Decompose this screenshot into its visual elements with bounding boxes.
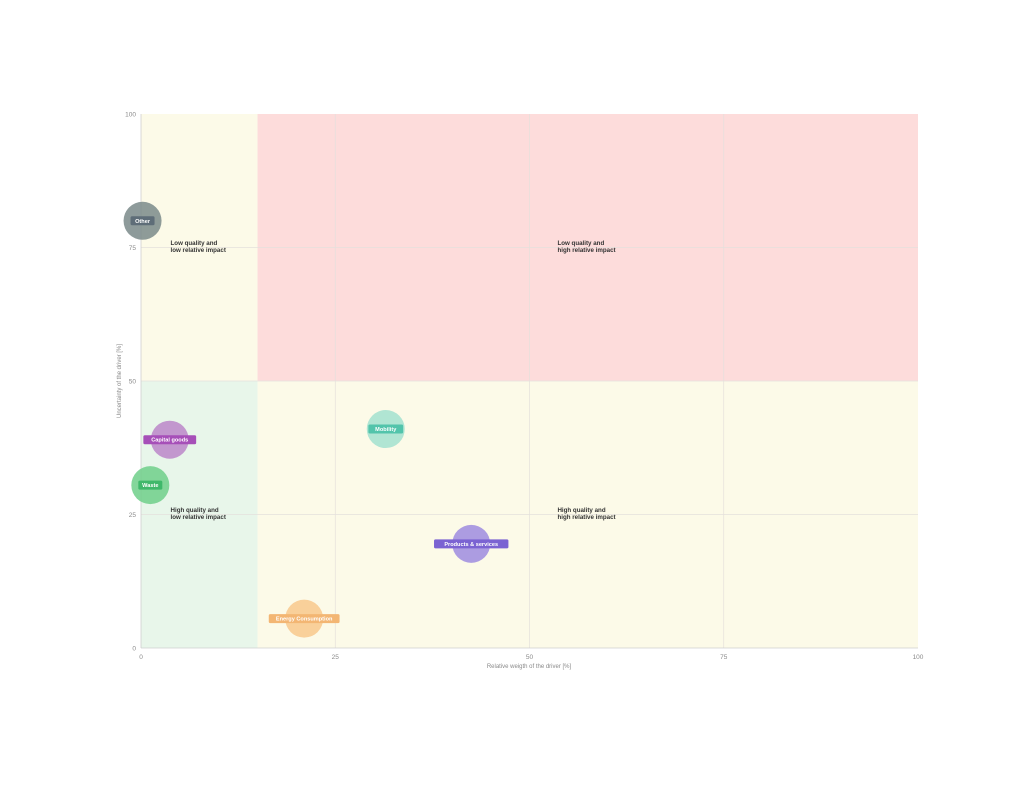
bubble-label: Energy Consumption xyxy=(276,617,333,623)
x-tick-label: 50 xyxy=(526,654,534,661)
y-tick-label: 25 xyxy=(129,512,137,519)
x-tick-label: 75 xyxy=(720,654,728,661)
quadrant-labels: Low quality and low relative impact Low qu… xyxy=(171,240,616,521)
x-tick-label: 0 xyxy=(139,654,143,661)
axes: 0 25 50 75 100 0 25 50 75 100 xyxy=(125,111,924,661)
bubbles: Other Capital goods Waste Mobility Products … xyxy=(123,201,509,638)
y-axis-title: Uncertainty of the driver [%] xyxy=(117,344,123,418)
bubble-waste[interactable]: Waste xyxy=(131,466,170,505)
bubble-label: Mobility xyxy=(375,427,397,433)
bubble-capital-goods[interactable]: Capital goods xyxy=(143,420,197,459)
bubble-other[interactable]: Other xyxy=(123,201,162,240)
bubble-label-bg xyxy=(130,216,155,226)
bubble-label: Other xyxy=(135,219,151,225)
bubble-label: Waste xyxy=(142,483,158,489)
x-tick-label: 25 xyxy=(332,654,340,661)
bubble-label: Products & services xyxy=(444,542,498,548)
bubble-mobility[interactable]: Mobility xyxy=(366,410,405,449)
bubble-label-bg xyxy=(143,435,197,445)
bubble-energy-consumption[interactable]: Energy Consumption xyxy=(268,599,340,638)
y-tick-label: 0 xyxy=(132,645,136,652)
bubble-label-bg xyxy=(434,539,509,549)
bubble-label-bg xyxy=(368,424,404,434)
region-label-low-quality-low-impact: Low quality and low relative impact xyxy=(171,240,226,254)
y-tick-label: 100 xyxy=(125,111,136,118)
x-axis-title: Relative weigth of the driver [%] xyxy=(487,664,572,670)
region-label-low-quality-high-impact: Low quality and high relative impact xyxy=(557,240,615,254)
bubble-label-bg xyxy=(268,614,340,624)
y-tick-label: 50 xyxy=(129,378,137,385)
region-label-high-quality-high-impact: High quality and high relative impact xyxy=(557,507,615,521)
grid xyxy=(141,114,918,648)
x-tick-label: 100 xyxy=(913,654,924,661)
bubble-products-services[interactable]: Products & services xyxy=(434,524,509,563)
bubble-label: Capital goods xyxy=(151,438,188,444)
region-label-high-quality-low-impact: High quality and low relative impact xyxy=(171,507,226,521)
y-tick-label: 75 xyxy=(129,245,137,252)
bubble-label-bg xyxy=(138,480,163,490)
